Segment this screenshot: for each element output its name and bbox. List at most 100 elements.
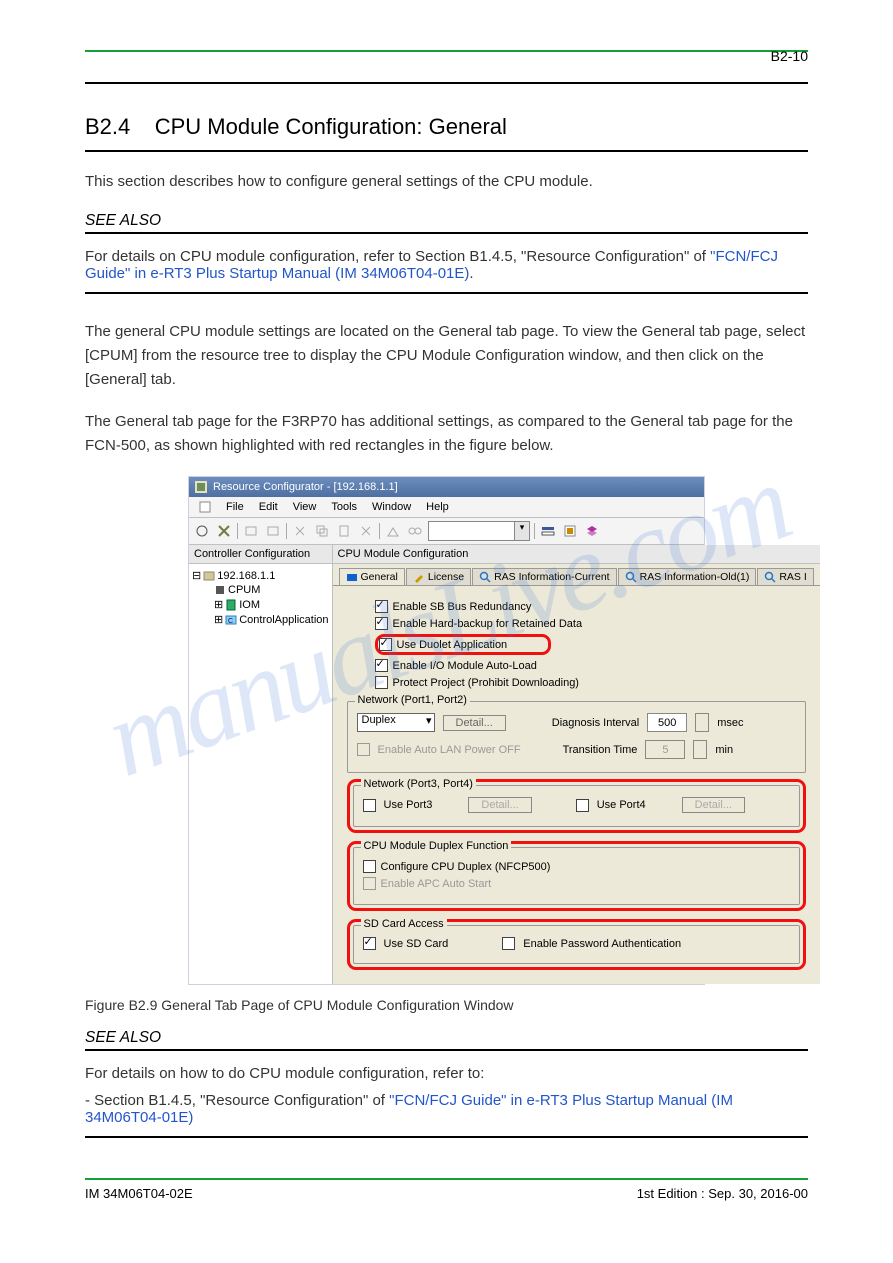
section-rule-bottom xyxy=(85,150,808,152)
spin-buttons xyxy=(693,740,707,759)
toolbar-icon[interactable] xyxy=(384,522,402,540)
unit-label: msec xyxy=(717,717,743,729)
chk-duolet[interactable]: Use Duolet Application xyxy=(379,638,548,651)
unit-label: min xyxy=(715,744,733,756)
chk-hard-backup[interactable]: Enable Hard-backup for Retained Data xyxy=(375,617,806,630)
see-bullet: - Section B1.4.5, "Resource Configuratio… xyxy=(85,1092,808,1126)
tree-cpum[interactable]: CPUM xyxy=(192,583,329,597)
header-rule xyxy=(85,50,808,52)
tree-controlapp[interactable]: ⊞CControlApplication xyxy=(192,612,329,627)
toolbar-icon[interactable] xyxy=(406,522,424,540)
screenshot-window: Resource Configurator - [192.168.1.1] Fi… xyxy=(188,476,705,985)
menu-help[interactable]: Help xyxy=(420,499,455,515)
menu-doc-icon xyxy=(193,499,217,515)
paste-icon[interactable] xyxy=(335,522,353,540)
section-rule-top xyxy=(85,82,808,84)
menu-edit[interactable]: Edit xyxy=(253,499,284,515)
footer-rule xyxy=(85,1178,808,1180)
tree-iom[interactable]: ⊞IOM xyxy=(192,597,329,612)
port3-label: Use Port3 xyxy=(384,799,433,811)
chk-port3[interactable] xyxy=(363,799,376,812)
chk-sd-card[interactable] xyxy=(363,937,376,950)
menu-file[interactable]: File xyxy=(220,499,250,515)
toolbar-icon[interactable] xyxy=(193,522,211,540)
see-also-label-2: SEE ALSO xyxy=(85,1029,808,1047)
trans-label: Transition Time xyxy=(563,744,638,756)
toolbar: ▾ xyxy=(189,518,704,545)
toolbar-icon[interactable] xyxy=(561,522,579,540)
toolbar-icon[interactable] xyxy=(242,522,260,540)
group-duplex: CPU Module Duplex Function Configure CPU… xyxy=(353,847,800,905)
footer-right: 1st Edition : Sep. 30, 2016-00 xyxy=(637,1186,808,1201)
detail-button: Detail... xyxy=(682,797,745,813)
cut-icon[interactable] xyxy=(291,522,309,540)
network-mode-select[interactable]: Duplex xyxy=(357,713,435,732)
see-rule-bottom xyxy=(85,292,808,294)
menu-window[interactable]: Window xyxy=(366,499,417,515)
detail-button[interactable]: Detail... xyxy=(443,715,506,731)
menu-tools[interactable]: Tools xyxy=(325,499,363,515)
see-rule-top-2 xyxy=(85,1049,808,1051)
highlight-ring: Network (Port3, Port4) Use Port3 Detail.… xyxy=(347,779,806,833)
chk-sb-bus[interactable]: Enable SB Bus Redundancy xyxy=(375,600,806,613)
window-title: Resource Configurator - [192.168.1.1] xyxy=(213,481,398,493)
group-legend: CPU Module Duplex Function xyxy=(361,840,512,852)
chk-auto-lan xyxy=(357,743,370,756)
intro-text: This section describes how to configure … xyxy=(85,170,808,194)
tab-ras-partial[interactable]: RAS I xyxy=(757,568,813,585)
toolbar-icon[interactable] xyxy=(583,522,601,540)
pwd-label: Enable Password Authentication xyxy=(523,938,681,950)
group-network-34: Network (Port3, Port4) Use Port3 Detail.… xyxy=(353,785,800,827)
right-pane: CPU Module Configuration General License… xyxy=(333,545,820,984)
diag-label: Diagnosis Interval xyxy=(552,717,639,729)
see-body-2: For details on how to do CPU module conf… xyxy=(85,1065,808,1082)
spin-buttons[interactable] xyxy=(695,713,709,732)
tab-ras-old1[interactable]: RAS Information-Old(1) xyxy=(618,568,757,585)
see-rule-top xyxy=(85,232,808,234)
tab-strip: General License RAS Information-Current … xyxy=(333,564,820,586)
page-number: B2-10 xyxy=(771,48,808,64)
chk-cpu-duplex[interactable]: Configure CPU Duplex (NFCP500) xyxy=(363,860,790,873)
see-also-label: SEE ALSO xyxy=(85,212,808,230)
app-icon xyxy=(195,481,207,493)
left-pane: Controller Configuration ⊟192.168.1.1 CP… xyxy=(189,545,333,984)
menu-view[interactable]: View xyxy=(287,499,323,515)
footer: IM 34M06T04-02E 1st Edition : Sep. 30, 2… xyxy=(85,1186,808,1201)
copy-icon[interactable] xyxy=(313,522,331,540)
body-para-2: The General tab page for the F3RP70 has … xyxy=(85,410,808,458)
chk-password[interactable] xyxy=(502,937,515,950)
right-pane-header: CPU Module Configuration xyxy=(333,545,820,564)
chk-io-autoload[interactable]: Enable I/O Module Auto-Load xyxy=(375,659,806,672)
port4-label: Use Port4 xyxy=(597,799,646,811)
resource-tree: ⊟192.168.1.1 CPUM ⊞IOM ⊞CControlApplicat… xyxy=(189,564,332,631)
toolbar-combo[interactable]: ▾ xyxy=(428,521,530,541)
toolbar-icon[interactable] xyxy=(264,522,282,540)
group-network-12: Network (Port1, Port2) Duplex Detail... … xyxy=(347,701,806,773)
delete-icon[interactable] xyxy=(357,522,375,540)
sd-label: Use SD Card xyxy=(384,938,449,950)
toolbar-icon[interactable] xyxy=(539,522,557,540)
highlight-ring: CPU Module Duplex Function Configure CPU… xyxy=(347,841,806,911)
tab-general[interactable]: General xyxy=(339,568,405,585)
see-rule-bottom-2 xyxy=(85,1136,808,1138)
form-area: Enable SB Bus Redundancy Enable Hard-bac… xyxy=(333,586,820,984)
titlebar: Resource Configurator - [192.168.1.1] xyxy=(189,477,704,497)
footer-left: IM 34M06T04-02E xyxy=(85,1186,193,1201)
group-legend: Network (Port1, Port2) xyxy=(355,694,470,706)
chk-port4[interactable] xyxy=(576,799,589,812)
highlight-ring: Use Duolet Application xyxy=(375,634,552,655)
tab-ras-current[interactable]: RAS Information-Current xyxy=(472,568,617,585)
body-para-1: The general CPU module settings are loca… xyxy=(85,320,808,392)
toolbar-icon[interactable] xyxy=(215,522,233,540)
section-heading: B2.4 CPU Module Configuration: General xyxy=(85,114,808,140)
diag-interval-input[interactable] xyxy=(647,713,687,732)
left-pane-header: Controller Configuration xyxy=(189,545,332,564)
tree-root[interactable]: ⊟192.168.1.1 xyxy=(192,568,329,583)
group-sd: SD Card Access Use SD Card Enable Passwo… xyxy=(353,925,800,964)
group-legend: SD Card Access xyxy=(361,918,447,930)
see-body: For details on CPU module configuration,… xyxy=(85,248,808,282)
detail-button: Detail... xyxy=(468,797,531,813)
tab-license[interactable]: License xyxy=(406,568,471,585)
chk-protect[interactable]: Protect Project (Prohibit Downloading) xyxy=(375,676,806,689)
group-legend: Network (Port3, Port4) xyxy=(361,778,476,790)
